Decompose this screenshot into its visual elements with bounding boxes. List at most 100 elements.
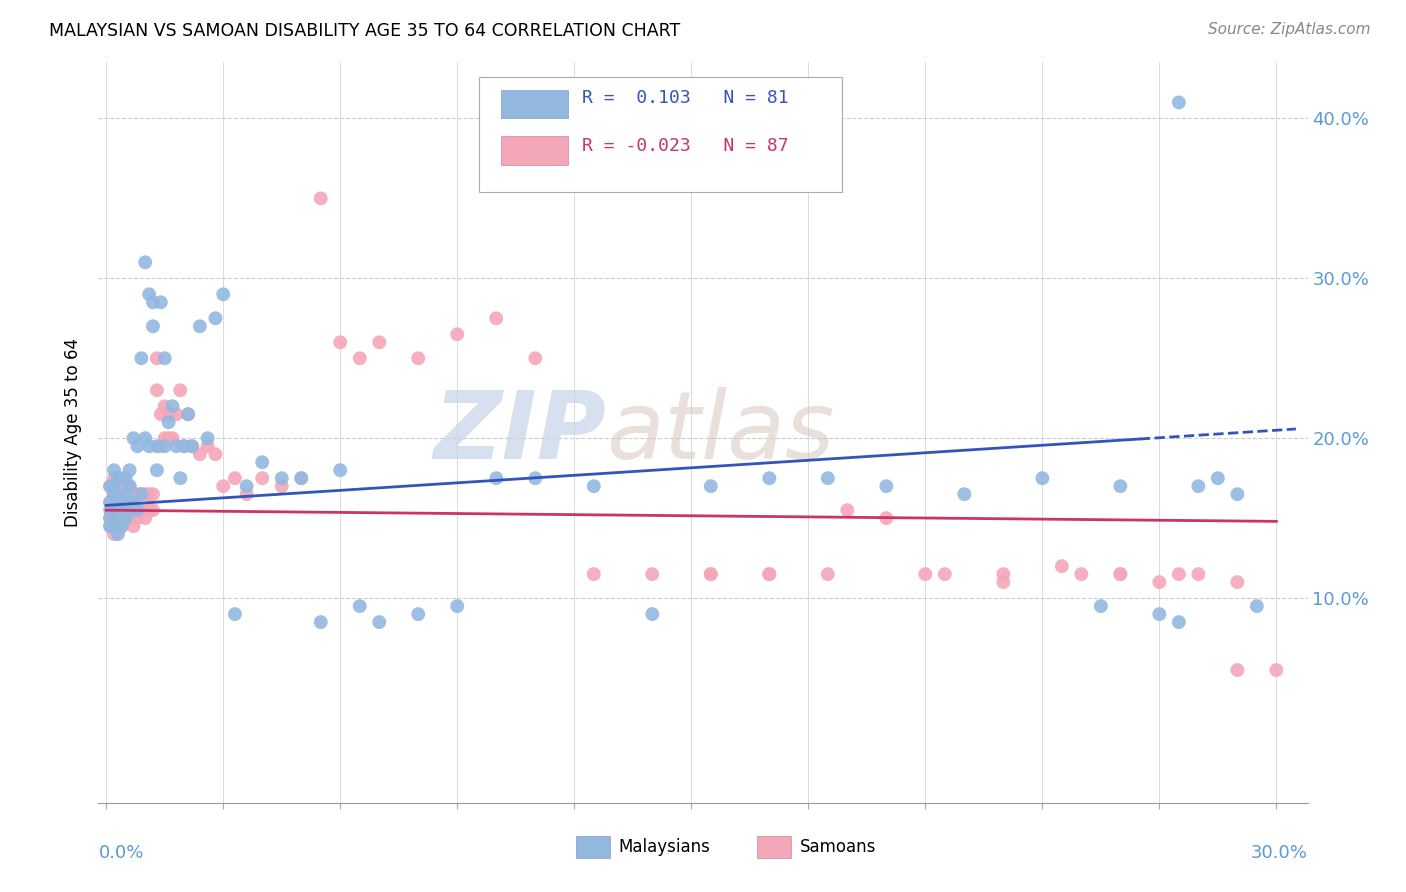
Point xyxy=(131,487,153,501)
Point xyxy=(1167,615,1189,629)
Point xyxy=(993,567,1015,582)
Point xyxy=(758,567,780,582)
Point xyxy=(235,479,257,493)
Point xyxy=(1226,663,1249,677)
Point xyxy=(127,511,149,525)
Point xyxy=(1149,575,1171,590)
Text: ZIP: ZIP xyxy=(433,386,606,479)
Point xyxy=(309,615,332,629)
Text: atlas: atlas xyxy=(606,387,835,478)
Point xyxy=(1070,567,1092,582)
Point xyxy=(309,191,332,205)
Point xyxy=(169,471,191,485)
Point xyxy=(146,351,169,366)
Point xyxy=(157,431,180,445)
Point xyxy=(1031,471,1053,485)
Point xyxy=(177,407,200,421)
Point xyxy=(103,527,125,541)
Point xyxy=(485,471,508,485)
Point xyxy=(111,495,134,509)
Point xyxy=(138,503,160,517)
Point xyxy=(149,407,172,421)
Point xyxy=(817,567,839,582)
Point xyxy=(114,471,136,485)
Point xyxy=(98,479,121,493)
Point xyxy=(641,607,664,621)
FancyBboxPatch shape xyxy=(758,836,792,858)
Point xyxy=(270,479,292,493)
Point xyxy=(111,495,134,509)
Point xyxy=(146,463,169,477)
Point xyxy=(127,503,149,517)
Point xyxy=(837,503,859,517)
Point xyxy=(524,351,547,366)
Point xyxy=(98,495,121,509)
Point xyxy=(204,311,226,326)
Point xyxy=(146,439,169,453)
Text: Malaysians: Malaysians xyxy=(619,838,710,856)
Point xyxy=(1167,567,1189,582)
Point xyxy=(107,471,129,485)
Point xyxy=(98,519,121,533)
Point xyxy=(114,479,136,493)
Point xyxy=(103,503,125,517)
Point xyxy=(103,479,125,493)
Point xyxy=(122,487,145,501)
Point xyxy=(252,455,274,469)
Point xyxy=(103,463,125,477)
Point xyxy=(107,527,129,541)
Point xyxy=(107,511,129,525)
Point xyxy=(103,487,125,501)
Point xyxy=(103,519,125,533)
Point xyxy=(98,511,121,525)
Point xyxy=(1187,479,1209,493)
Point xyxy=(127,487,149,501)
Point xyxy=(993,575,1015,590)
Point xyxy=(188,447,211,461)
Text: R =  0.103   N = 81: R = 0.103 N = 81 xyxy=(582,89,789,107)
Point xyxy=(177,407,200,421)
Point xyxy=(165,439,187,453)
Point xyxy=(131,487,153,501)
Point xyxy=(224,607,246,621)
Point xyxy=(165,407,187,421)
Point xyxy=(1090,599,1112,614)
Text: 30.0%: 30.0% xyxy=(1251,844,1308,862)
Point xyxy=(111,519,134,533)
Point xyxy=(290,471,312,485)
Point xyxy=(204,447,226,461)
Point xyxy=(107,495,129,509)
Point xyxy=(153,431,176,445)
Point xyxy=(118,495,141,509)
Point xyxy=(122,519,145,533)
Point xyxy=(188,319,211,334)
Point xyxy=(134,431,156,445)
Point xyxy=(212,287,235,301)
Point xyxy=(524,471,547,485)
Point xyxy=(252,471,274,485)
Point xyxy=(157,407,180,421)
Text: 0.0%: 0.0% xyxy=(98,844,143,862)
Point xyxy=(368,615,391,629)
Point xyxy=(98,519,121,533)
Point xyxy=(953,487,976,501)
Point xyxy=(131,351,153,366)
Point xyxy=(114,511,136,525)
Point xyxy=(700,479,723,493)
Point xyxy=(875,511,897,525)
Text: MALAYSIAN VS SAMOAN DISABILITY AGE 35 TO 64 CORRELATION CHART: MALAYSIAN VS SAMOAN DISABILITY AGE 35 TO… xyxy=(49,22,681,40)
Point xyxy=(162,399,184,413)
Point xyxy=(131,503,153,517)
Point xyxy=(98,479,121,493)
FancyBboxPatch shape xyxy=(501,90,568,118)
Point xyxy=(98,495,121,509)
Point xyxy=(122,431,145,445)
Point xyxy=(118,463,141,477)
Point xyxy=(153,351,176,366)
Point xyxy=(114,487,136,501)
Point xyxy=(934,567,956,582)
Point xyxy=(138,439,160,453)
Point xyxy=(142,295,165,310)
Point xyxy=(406,351,429,366)
Point xyxy=(485,311,508,326)
